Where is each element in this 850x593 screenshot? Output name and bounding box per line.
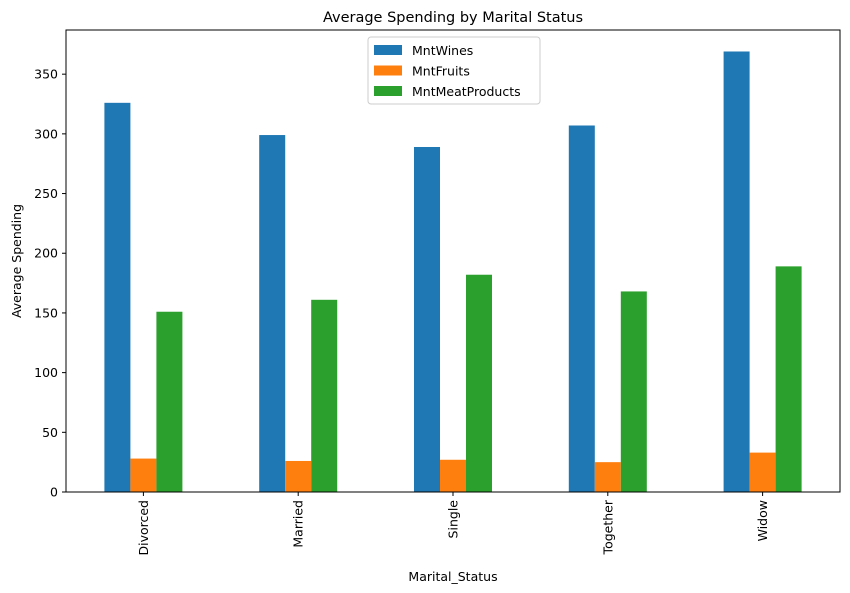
bar-MntMeatProducts-Single [466, 274, 492, 492]
legend-swatch-MntWines [374, 45, 402, 55]
x-tick-label-Single: Single [446, 500, 461, 539]
bar-MntMeatProducts-Married [311, 299, 338, 492]
legend-swatch-MntMeatProducts [374, 86, 402, 96]
x-tick-label-Divorced: Divorced [136, 500, 151, 556]
y-tick-label: 150 [34, 305, 58, 320]
x-tick-label-Widow: Widow [755, 500, 770, 541]
legend: MntWines MntFruits MntMeatProducts [367, 36, 541, 105]
bar-MntMeatProducts-Together [620, 291, 647, 492]
bar-MntWines-Married [259, 135, 286, 492]
bar-MntFruits-Divorced [130, 458, 157, 492]
y-tick-label: 100 [34, 365, 58, 380]
x-tick-label-Married: Married [291, 500, 306, 548]
y-tick-label: 300 [34, 126, 58, 141]
bar-MntFruits-Widow [749, 452, 776, 492]
legend-label-MntFruits: MntFruits [412, 64, 470, 79]
legend-label-MntMeatProducts: MntMeatProducts [412, 84, 521, 99]
bar-MntWines-Widow [723, 51, 750, 492]
bar-MntFruits-Single [440, 459, 466, 492]
bar-MntFruits-Together [594, 462, 621, 492]
y-axis-label: Average Spending [9, 204, 24, 318]
bar-MntMeatProducts-Widow [775, 266, 802, 492]
y-tick-label: 200 [34, 246, 58, 261]
legend-swatch-MntFruits [374, 65, 402, 76]
bar-MntFruits-Married [285, 460, 312, 492]
bar-MntWines-Divorced [104, 102, 131, 492]
chart-title: Average Spending by Marital Status [323, 10, 583, 26]
y-tick-label: 350 [34, 67, 58, 82]
y-tick-label: 50 [42, 425, 58, 440]
y-tick-label: 250 [34, 186, 58, 201]
x-axis-label: Marital_Status [408, 569, 497, 584]
legend-label-MntWines: MntWines [412, 43, 473, 58]
bar-MntWines-Single [414, 146, 440, 492]
y-tick-label: 0 [50, 485, 58, 500]
bar-MntWines-Together [568, 125, 595, 492]
bar-MntMeatProducts-Divorced [156, 311, 183, 492]
x-tick-label-Together: Together [600, 499, 615, 555]
plot-area: 0 50 100 150 200 250 300 350 Divorced Married Sing… [34, 29, 841, 556]
legend-box [367, 36, 541, 105]
